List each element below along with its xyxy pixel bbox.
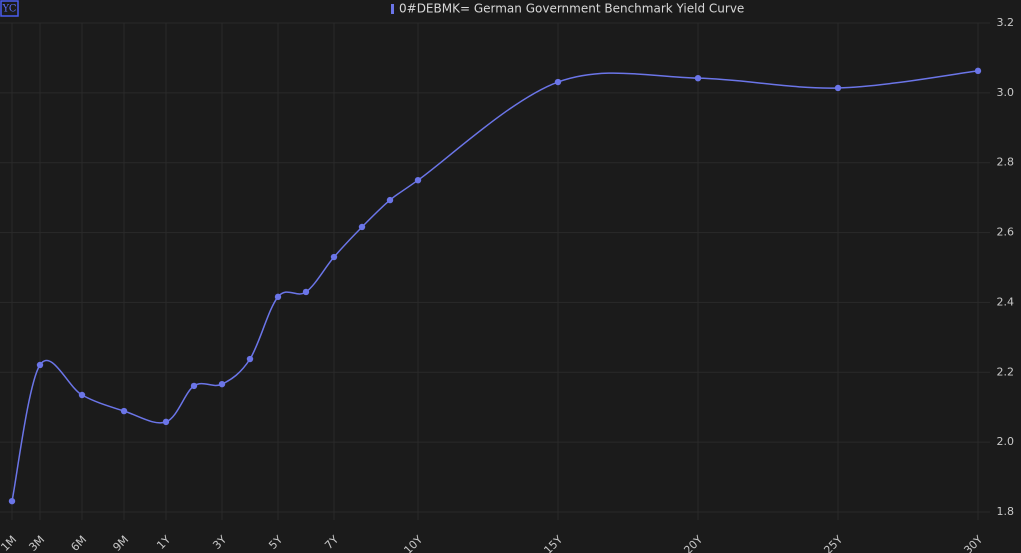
data-point (274, 293, 282, 301)
data-point (8, 497, 16, 505)
data-point (218, 380, 226, 388)
y-tick-label: 2.0 (997, 435, 1015, 448)
data-point (834, 84, 842, 92)
y-tick-label: 1.8 (997, 505, 1015, 518)
y-tick-label: 2.2 (997, 365, 1015, 378)
data-point (414, 176, 422, 184)
y-tick-label: 3.2 (997, 16, 1015, 29)
y-tick-label: 3.0 (997, 86, 1015, 99)
data-point (162, 418, 170, 426)
legend-swatch (391, 4, 394, 14)
y-tick-label: 2.6 (997, 226, 1015, 239)
data-point (36, 361, 44, 369)
badge[interactable]: YC (1, 4, 16, 15)
data-point (554, 78, 562, 86)
data-point (120, 407, 128, 415)
y-tick-label: 2.4 (997, 295, 1015, 308)
data-point (386, 196, 394, 204)
data-point (330, 253, 338, 261)
data-point (246, 355, 254, 363)
data-point (694, 74, 702, 82)
badge-box[interactable] (0, 0, 19, 17)
data-point (78, 391, 86, 399)
data-point (302, 288, 310, 296)
data-point (190, 382, 198, 390)
data-point (358, 223, 366, 231)
y-tick-label: 2.8 (997, 156, 1015, 169)
data-point (974, 67, 982, 75)
legend-label: 0#DEBMK= German Government Benchmark Yie… (399, 2, 744, 16)
